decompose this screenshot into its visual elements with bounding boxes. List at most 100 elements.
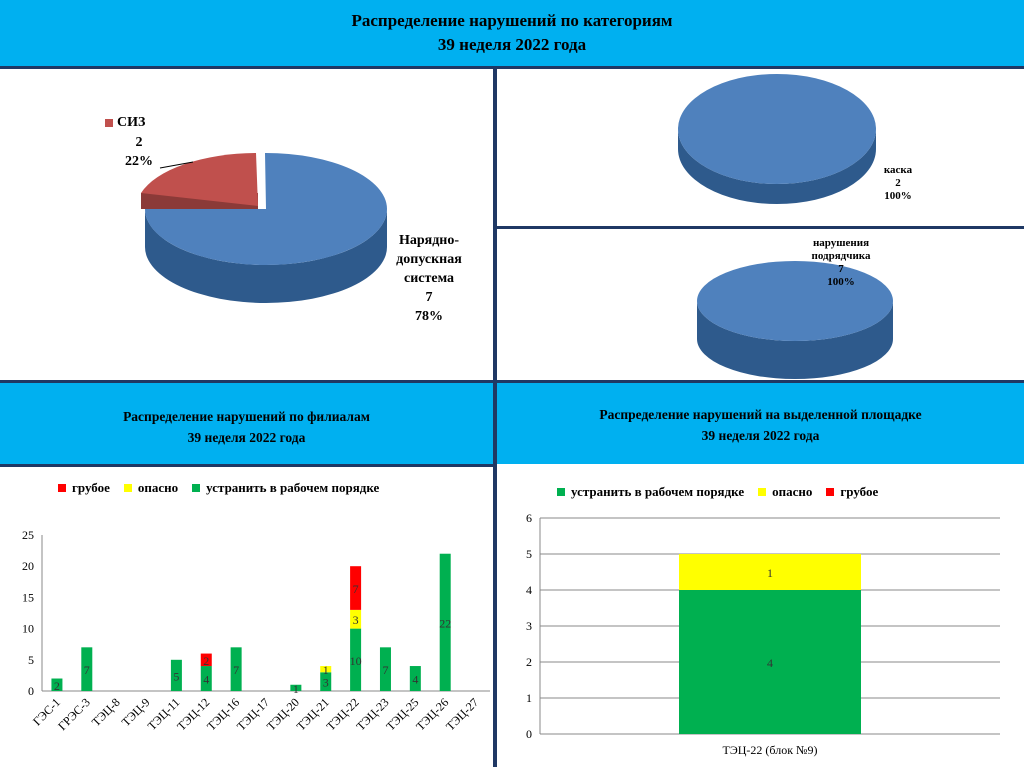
category-label: ТЭЦ-27	[443, 695, 481, 733]
category-label: ТЭЦ-22 (блок №9)	[723, 743, 818, 757]
pie-label-contractor-value: 7	[838, 263, 844, 275]
category-label: ТЭЦ-26	[413, 695, 451, 733]
y-tick-label: 5	[28, 653, 34, 667]
site-chart-header: Распределение нарушений на выделенной пл…	[497, 383, 1024, 464]
bar-segment	[320, 666, 332, 673]
category-label: ТЭЦ-25	[383, 695, 421, 733]
pie-slice-blue-side	[145, 209, 387, 303]
branch-chart-subtitle: 39 неделя 2022 года	[187, 430, 306, 445]
divider-top	[0, 66, 1024, 69]
pie-label-contractor-percent: 100%	[827, 276, 855, 288]
divider-right-mid	[497, 226, 1024, 229]
pie-contractor-side	[697, 301, 893, 379]
bar-segment	[81, 647, 93, 691]
y-tick-label: 2	[526, 655, 532, 669]
category-label: ТЭЦ-17	[234, 695, 272, 733]
legend-swatch-green	[192, 484, 201, 492]
pie-label-nds-name: Нарядно-допускная система	[396, 233, 462, 286]
pie-helmet-side	[678, 129, 876, 204]
y-tick-label: 10	[22, 622, 34, 636]
pie-label-helmet-value: 2	[895, 177, 901, 189]
category-label: ГРЭС-3	[55, 695, 93, 733]
legend-swatch-red	[58, 484, 66, 492]
site-chart-legend: устранить в рабочем порядке опасно грубо…	[557, 484, 892, 500]
pie-label-siz-percent: 22%	[125, 154, 153, 169]
y-tick-label: 5	[526, 547, 532, 561]
category-label: ТЭЦ-20	[264, 695, 302, 733]
legend-item-danger: опасно	[123, 480, 179, 496]
pie-label-nds: Нарядно-допускная система 7 78%	[378, 231, 480, 326]
site-legend-swatch-red	[826, 488, 835, 496]
y-tick-label: 20	[22, 559, 34, 573]
pie-panel-helmet: каска 2 100%	[497, 69, 1024, 226]
bar-segment	[320, 672, 332, 691]
data-label: 1	[767, 566, 773, 580]
site-legend-swatch-yellow	[758, 488, 767, 496]
legend-label-fix: устранить в рабочем порядке	[206, 480, 380, 495]
main-subtitle: 39 неделя 2022 года	[437, 35, 587, 54]
main-title: Распределение нарушений по категориям	[351, 11, 673, 30]
category-label: ТЭЦ-21	[294, 695, 332, 733]
bar-segment	[350, 609, 362, 629]
pie-slice-blue	[145, 152, 387, 265]
branch-chart-title: Распределение нарушений по филиалам	[123, 409, 370, 424]
bar-segment	[51, 678, 63, 691]
data-label: 22	[439, 616, 451, 630]
site-legend-item-fix: устранить в рабочем порядке	[557, 484, 744, 500]
bar-segment	[409, 666, 421, 691]
bar-segment	[200, 666, 212, 691]
bar-segment	[170, 659, 182, 691]
data-label: 3	[353, 613, 359, 627]
bar-segment	[379, 647, 391, 691]
pie-panel-categories: СИЗ 2 22% Нарядно-допускная система 7 78…	[0, 69, 493, 380]
category-label: ТЭЦ-16	[204, 695, 242, 733]
legend-item-gross: грубое	[58, 480, 110, 496]
data-label: 7	[84, 663, 90, 677]
bar-segment	[350, 628, 362, 691]
divider-middle	[0, 380, 1024, 383]
branch-chart-legend: грубое опасно устранить в рабочем порядк…	[58, 480, 393, 496]
category-label: ТЭЦ-22	[324, 695, 362, 733]
data-label: 7	[233, 663, 239, 677]
category-label: ТЭЦ-23	[353, 695, 391, 733]
y-tick-label: 15	[22, 590, 34, 604]
site-chart-title: Распределение нарушений на выделенной пл…	[599, 407, 922, 422]
main-header: Распределение нарушений по категориям 39…	[0, 0, 1024, 69]
bar-segment	[200, 653, 212, 667]
pie-label-siz-name: СИЗ	[117, 115, 146, 130]
legend-label-danger: опасно	[137, 480, 179, 495]
site-chart-subtitle: 39 неделя 2022 года	[701, 428, 820, 443]
data-label: 2	[54, 679, 60, 693]
y-tick-label: 0	[526, 727, 532, 741]
pie-label-nds-percent: 78%	[415, 309, 443, 324]
pie-panel-contractor: нарушения подрядчика 7 100%	[497, 229, 1024, 380]
category-label: ТЭЦ-12	[174, 695, 212, 733]
pie-label-helmet: каска 2 100%	[863, 164, 933, 203]
bar-segment	[439, 553, 451, 691]
pie-label-contractor: нарушения подрядчика 7 100%	[791, 237, 891, 289]
y-tick-label: 0	[28, 684, 34, 698]
site-legend-item-danger: опасно	[758, 484, 812, 500]
data-label: 5	[173, 669, 179, 683]
pie-label-siz-values: 2 22%	[112, 133, 166, 171]
data-label: 10	[350, 654, 362, 668]
y-tick-label: 25	[22, 528, 34, 542]
site-legend-item-gross: грубое	[826, 484, 878, 500]
y-tick-label: 3	[526, 619, 532, 633]
data-label: 4	[412, 673, 418, 687]
site-legend-label-danger: опасно	[772, 484, 813, 499]
bar-segment	[350, 566, 362, 610]
site-legend-label-gross: грубое	[840, 484, 879, 499]
y-tick-label: 1	[526, 691, 532, 705]
data-label: 1	[293, 682, 299, 696]
pie-leader-line	[159, 161, 194, 169]
legend-swatch-yellow	[123, 484, 132, 492]
pie-slice-red	[141, 153, 258, 206]
divider-sub-left	[0, 464, 493, 467]
divider-center	[493, 66, 497, 767]
data-label: 2	[203, 654, 209, 668]
pie-label-helmet-name: каска	[883, 164, 913, 176]
data-label: 7	[353, 582, 359, 596]
site-legend-swatch-green	[557, 488, 565, 496]
bar-segment	[230, 647, 242, 691]
